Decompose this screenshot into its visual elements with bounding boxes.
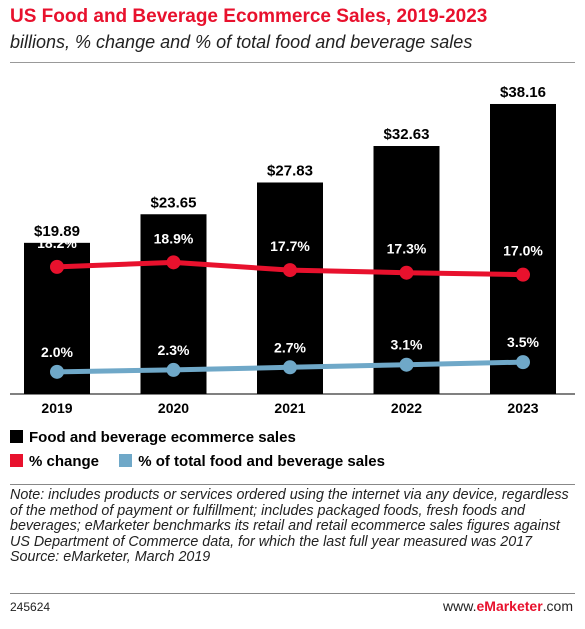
x-tick-label: 2022 xyxy=(391,400,422,416)
legend-label-change: % change xyxy=(29,453,100,470)
share-point xyxy=(399,357,414,372)
brand-name: eMarketer xyxy=(476,598,543,614)
bar-value-label: $27.83 xyxy=(267,162,313,179)
change-value-label: 17.3% xyxy=(387,241,427,257)
title-divider xyxy=(10,62,575,63)
legend-item-sales: Food and beverage ecommerce sales xyxy=(10,429,296,446)
change-point xyxy=(283,263,297,278)
chart-note: Note: includes products or services orde… xyxy=(10,487,570,566)
legend-swatch-sales xyxy=(10,430,23,443)
x-tick-label: 2020 xyxy=(158,400,189,416)
share-value-label: 3.5% xyxy=(507,334,539,350)
change-value-label: 17.0% xyxy=(503,243,543,259)
legend-item-change: % change xyxy=(10,453,103,470)
bar-value-label: $19.89 xyxy=(34,223,80,240)
change-point xyxy=(166,255,181,270)
legend-row-1: Food and beverage ecommerce sales xyxy=(10,429,312,446)
share-value-label: 2.7% xyxy=(274,339,306,355)
legend-swatch-change xyxy=(10,454,23,467)
brand-prefix: www. xyxy=(443,598,477,614)
legend-label-sales: Food and beverage ecommerce sales xyxy=(29,429,296,446)
bar-value-label: $23.65 xyxy=(151,194,197,211)
legend-row-2: % change % of total food and beverage sa… xyxy=(10,453,401,470)
bar-2023 xyxy=(490,103,556,394)
share-value-label: 3.1% xyxy=(391,337,423,353)
x-tick-label: 2021 xyxy=(274,400,305,416)
change-point xyxy=(516,267,530,282)
change-point xyxy=(50,259,64,274)
legend-swatch-share xyxy=(119,454,133,467)
x-tick-label: 2019 xyxy=(41,400,72,416)
share-point xyxy=(283,360,297,375)
chart-subtitle: billions, % change and % of total food a… xyxy=(10,32,473,52)
chart-title: US Food and Beverage Ecommerce Sales, 20… xyxy=(10,6,488,27)
share-point xyxy=(166,362,181,377)
source-text: Source: eMarketer, March 2019 xyxy=(10,549,211,565)
share-value-label: 2.0% xyxy=(41,344,73,360)
legend-item-share: % of total food and beverage sales xyxy=(119,453,385,470)
note-text: Note: includes products or services orde… xyxy=(10,487,569,550)
bar-value-label: $32.63 xyxy=(384,126,430,143)
share-value-label: 2.3% xyxy=(158,342,190,358)
change-value-label: 18.9% xyxy=(154,230,194,246)
chart-id: 245624 xyxy=(10,600,51,614)
change-value-label: 17.7% xyxy=(270,238,310,254)
change-value-label: 18.2% xyxy=(37,235,77,251)
x-tick-label: 2023 xyxy=(507,400,538,416)
chart-canvas: $19.89 $23.65 $27.83 $32.63 $38.16 2019 2020 20… xyxy=(10,84,575,416)
change-point xyxy=(399,265,414,280)
share-point xyxy=(516,355,530,370)
footer-divider xyxy=(10,593,575,594)
legend-label-share: % of total food and beverage sales xyxy=(138,453,385,470)
share-point xyxy=(50,364,64,379)
bar-value-label: $38.16 xyxy=(500,84,546,101)
note-divider xyxy=(10,484,575,485)
bar-2021 xyxy=(257,182,323,394)
brand-link[interactable]: www.eMarketer.com xyxy=(443,598,573,614)
brand-suffix: .com xyxy=(542,598,573,614)
